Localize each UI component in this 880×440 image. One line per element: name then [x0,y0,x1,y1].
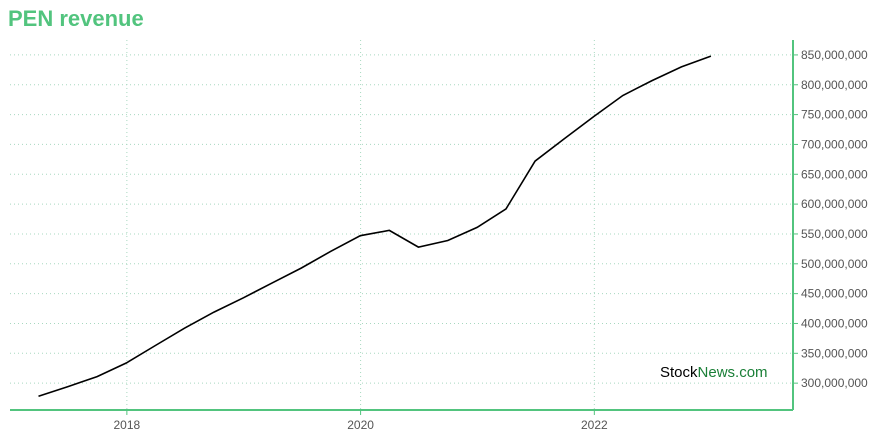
x-tick-label: 2018 [114,418,141,432]
x-tick-label: 2020 [347,418,374,432]
grid [10,40,793,410]
watermark-logo: StockNews.com [660,364,768,381]
y-axis: 300,000,000 350,000,000 400,000,000 450,000… [793,48,868,390]
x-tick-label: 2022 [581,418,608,432]
y-tick-label: 350,000,000 [801,346,868,360]
watermark-part-news: News.com [697,364,768,381]
y-tick-label: 850,000,000 [801,48,868,62]
y-tick-label: 700,000,000 [801,137,868,151]
y-tick-label: 800,000,000 [801,78,868,92]
y-tick-label: 600,000,000 [801,197,868,211]
y-tick-label: 450,000,000 [801,287,868,301]
y-tick-label: 750,000,000 [801,108,868,122]
series-line [38,55,712,398]
watermark-part-stock: Stock [660,364,698,381]
y-tick-label: 400,000,000 [801,316,868,330]
y-tick-label: 500,000,000 [801,257,868,271]
y-tick-label: 650,000,000 [801,167,868,181]
x-axis: 2018 2020 2022 [114,410,608,432]
y-tick-label: 550,000,000 [801,227,868,241]
chart-title: PEN revenue [8,6,144,31]
y-tick-label: 300,000,000 [801,376,868,390]
